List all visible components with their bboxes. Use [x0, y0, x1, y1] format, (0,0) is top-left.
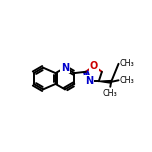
Polygon shape [99, 81, 111, 83]
Text: CH₃: CH₃ [103, 89, 118, 98]
Text: N: N [61, 63, 69, 73]
Text: N: N [85, 76, 93, 86]
Text: CH₃: CH₃ [119, 76, 134, 85]
Text: O: O [90, 61, 98, 71]
Text: CH₃: CH₃ [119, 59, 134, 68]
